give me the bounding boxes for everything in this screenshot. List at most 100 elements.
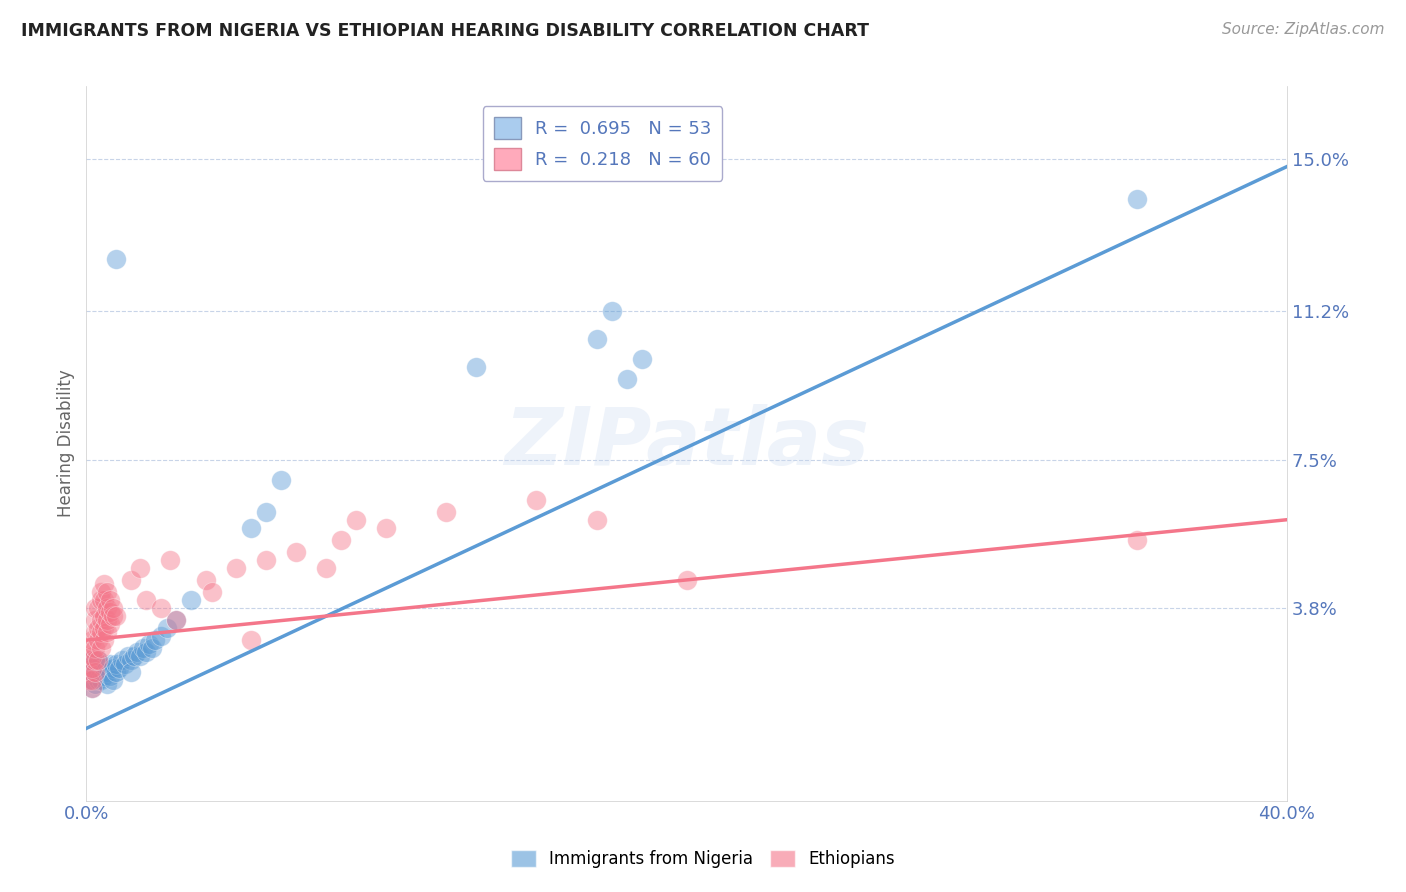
Point bbox=[98, 593, 121, 607]
Point bbox=[90, 665, 112, 680]
Point bbox=[138, 637, 160, 651]
Point bbox=[93, 577, 115, 591]
Point bbox=[87, 601, 110, 615]
Point bbox=[96, 625, 118, 640]
Text: ZIPatlas: ZIPatlas bbox=[505, 404, 869, 483]
Point bbox=[84, 601, 107, 615]
Point bbox=[436, 505, 458, 519]
Point bbox=[90, 673, 112, 688]
Point bbox=[84, 613, 107, 627]
Y-axis label: Hearing Disability: Hearing Disability bbox=[58, 369, 75, 517]
Point bbox=[105, 657, 128, 672]
Point bbox=[84, 653, 107, 667]
Point bbox=[82, 681, 104, 696]
Point bbox=[103, 601, 125, 615]
Point bbox=[93, 661, 115, 675]
Point bbox=[90, 641, 112, 656]
Point bbox=[84, 669, 107, 683]
Point bbox=[82, 665, 104, 680]
Point bbox=[108, 661, 131, 675]
Point bbox=[87, 633, 110, 648]
Point bbox=[87, 621, 110, 635]
Point bbox=[201, 585, 224, 599]
Point bbox=[254, 553, 277, 567]
Point bbox=[98, 605, 121, 619]
Point bbox=[315, 561, 337, 575]
Point bbox=[103, 661, 125, 675]
Point bbox=[96, 613, 118, 627]
Point bbox=[98, 657, 121, 672]
Point bbox=[79, 641, 101, 656]
Point bbox=[270, 473, 292, 487]
Point bbox=[82, 649, 104, 664]
Point bbox=[90, 613, 112, 627]
Point bbox=[117, 649, 139, 664]
Point bbox=[585, 513, 607, 527]
Legend: R =  0.695   N = 53, R =  0.218   N = 60: R = 0.695 N = 53, R = 0.218 N = 60 bbox=[482, 106, 723, 181]
Point bbox=[93, 593, 115, 607]
Point bbox=[375, 521, 398, 535]
Point bbox=[240, 521, 263, 535]
Point bbox=[82, 661, 104, 675]
Text: Source: ZipAtlas.com: Source: ZipAtlas.com bbox=[1222, 22, 1385, 37]
Point bbox=[96, 677, 118, 691]
Point bbox=[79, 653, 101, 667]
Point bbox=[159, 553, 181, 567]
Point bbox=[135, 593, 157, 607]
Point bbox=[111, 653, 134, 667]
Point bbox=[96, 585, 118, 599]
Point bbox=[84, 625, 107, 640]
Point bbox=[124, 649, 146, 664]
Point bbox=[195, 573, 218, 587]
Point bbox=[225, 561, 247, 575]
Legend: Immigrants from Nigeria, Ethiopians: Immigrants from Nigeria, Ethiopians bbox=[505, 843, 901, 875]
Point bbox=[90, 625, 112, 640]
Point bbox=[98, 669, 121, 683]
Point bbox=[87, 673, 110, 688]
Point bbox=[132, 641, 155, 656]
Point bbox=[156, 621, 179, 635]
Point bbox=[180, 593, 202, 607]
Point bbox=[79, 657, 101, 672]
Point bbox=[84, 677, 107, 691]
Point bbox=[675, 573, 697, 587]
Point bbox=[1126, 533, 1149, 547]
Point bbox=[1126, 192, 1149, 206]
Point bbox=[129, 561, 152, 575]
Point bbox=[90, 585, 112, 599]
Point bbox=[87, 665, 110, 680]
Point bbox=[120, 653, 142, 667]
Point bbox=[105, 665, 128, 680]
Point bbox=[87, 653, 110, 667]
Point bbox=[93, 633, 115, 648]
Point bbox=[84, 661, 107, 675]
Point bbox=[585, 332, 607, 346]
Point bbox=[82, 653, 104, 667]
Point bbox=[150, 629, 173, 643]
Point bbox=[103, 673, 125, 688]
Point bbox=[330, 533, 353, 547]
Point bbox=[240, 633, 263, 648]
Point bbox=[254, 505, 277, 519]
Point bbox=[526, 492, 548, 507]
Point bbox=[616, 372, 638, 386]
Point bbox=[79, 673, 101, 688]
Point bbox=[285, 545, 308, 559]
Point bbox=[165, 613, 187, 627]
Point bbox=[114, 657, 136, 672]
Point bbox=[79, 673, 101, 688]
Point bbox=[344, 513, 367, 527]
Point bbox=[127, 645, 149, 659]
Point bbox=[87, 653, 110, 667]
Point bbox=[93, 621, 115, 635]
Point bbox=[105, 609, 128, 624]
Point bbox=[150, 601, 173, 615]
Point bbox=[135, 645, 157, 659]
Point bbox=[93, 609, 115, 624]
Point bbox=[82, 681, 104, 696]
Point bbox=[96, 665, 118, 680]
Point bbox=[103, 609, 125, 624]
Point bbox=[84, 641, 107, 656]
Point bbox=[141, 641, 163, 656]
Point bbox=[84, 665, 107, 680]
